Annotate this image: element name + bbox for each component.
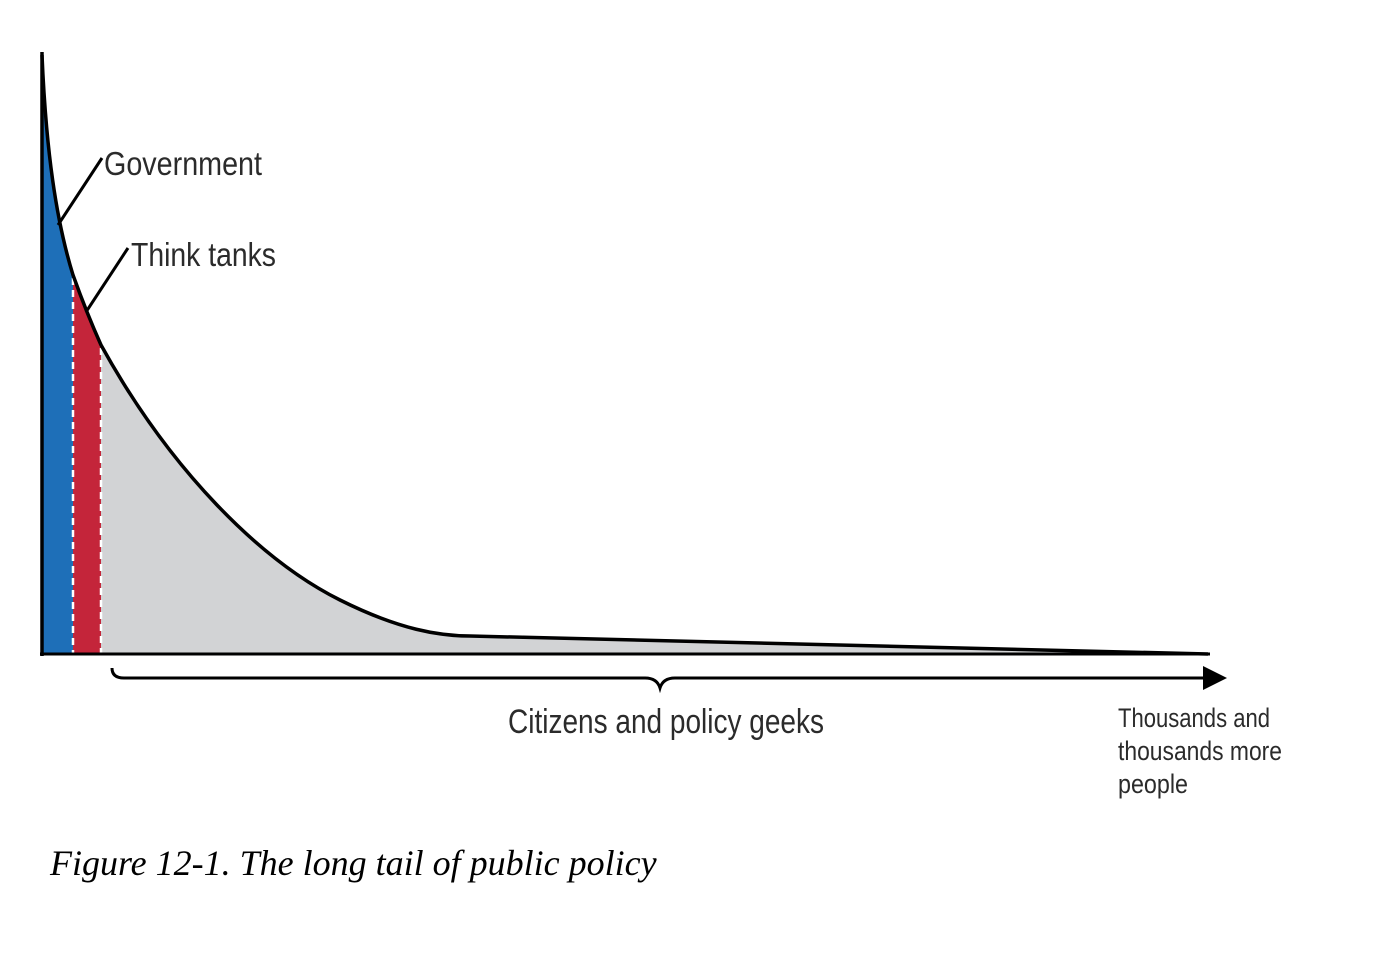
axis-end-label-line-3: people [1118,769,1188,799]
citizens-label: Citizens and policy geeks [508,703,824,741]
figure-caption: Figure 12-1. The long tail of public pol… [50,843,657,883]
x-axis-arrowhead [1203,666,1227,690]
government-area [42,55,73,654]
think-tanks-area [73,275,101,654]
government-leader-line [56,157,104,226]
citizens-area [101,345,1208,654]
long-tail-curve [40,54,1209,656]
think-tanks-label: Think tanks [131,236,276,273]
citizens-bracket [110,667,1205,694]
axis-end-label-line-1: Thousands and [1118,703,1270,733]
axis-end-label-line-2: thousands more [1118,736,1282,766]
government-label: Government [104,145,262,182]
think-tanks-leader-line [84,247,130,313]
